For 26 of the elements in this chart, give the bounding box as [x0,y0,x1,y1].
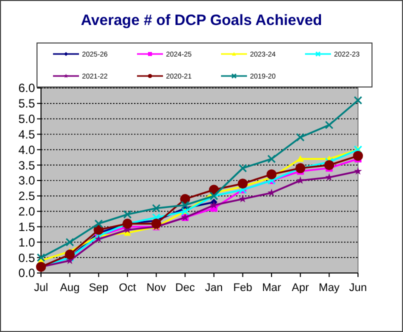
y-tick-label: 2.0 [18,204,36,219]
y-tick-label: 1.0 [18,235,36,250]
y-tick-label: 0.0 [18,266,36,280]
y-tick-label: 3.5 [18,158,36,172]
x-tick-label: Oct [118,282,136,294]
x-tick-label: Dec [175,282,196,294]
x-tick-label: Feb [233,282,252,294]
x-tick-label: May [318,282,340,294]
x-tick-label: Jul [34,282,48,294]
y-tick-label: 5.5 [18,96,36,111]
chart-title: Average # of DCP Goals Achieved [80,12,322,29]
x-tick-label: Jun [349,282,367,294]
x-tick-label: Apr [292,282,310,294]
y-tick-label: 3.0 [18,174,36,188]
y-tick-label: 4.0 [18,142,36,157]
x-tick-label: Nov [146,282,167,294]
x-tick-label: Sep [88,282,108,294]
y-tick-label: 2.5 [18,189,36,204]
x-tick-label: Mar [262,282,282,294]
y-tick-label: 1.5 [18,220,36,234]
y-tick-label: 6.0 [18,81,36,96]
y-tick-label: 4.5 [18,127,36,142]
x-tick-label: Jan [205,282,223,294]
y-tick-label: 0.5 [18,250,36,265]
y-tick-label: 5.0 [18,112,36,126]
x-tick-label: Aug [60,282,80,294]
